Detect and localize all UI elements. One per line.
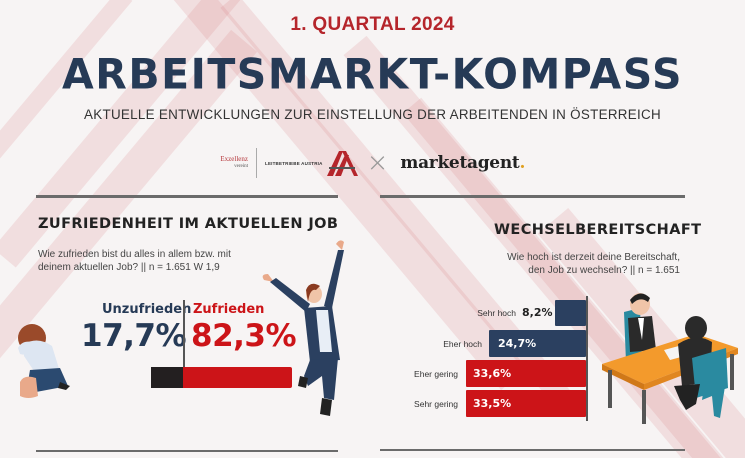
switching-question: Wie hoch ist derzeit deine Bereitschaft,… — [480, 251, 680, 277]
unsatisfied-value: 17,7% — [81, 318, 187, 354]
satisfaction-question: Wie zufrieden bist du alles in allem bzw… — [38, 248, 231, 274]
switching-question-line1: Wie hoch ist derzeit deine Bereitschaft, — [507, 252, 680, 263]
bar-value-eher-gering: 33,6% — [473, 367, 512, 380]
bar-label-eher-hoch: Eher hoch — [443, 339, 482, 349]
bar-value-sehr-hoch: 8,2% — [522, 306, 553, 319]
leitbetriebe-logo-icon — [326, 151, 358, 176]
logo-divider — [256, 148, 257, 178]
switching-question-line2: den Job zu wechseln? || n = 1.651 — [528, 265, 680, 276]
marketagent-text: marketagent — [400, 153, 520, 173]
unsatisfied-bar — [151, 367, 183, 388]
cross-icon: × — [366, 148, 389, 178]
bar-value-sehr-gering: 33,5% — [473, 397, 512, 410]
bar-label-sehr-gering: Sehr gering — [414, 399, 458, 409]
bar-value-eher-hoch: 24,7% — [498, 337, 537, 350]
divider-left-bottom — [36, 450, 338, 452]
job-interview-illustration — [602, 293, 738, 424]
marketagent-logo: marketagent. — [400, 153, 525, 173]
chart-axis — [586, 296, 588, 421]
satisfied-label: Zufrieden — [193, 302, 265, 317]
exzellenz-text: Exzellenz — [220, 155, 248, 163]
page-subtitle: AKTUELLE ENTWICKLUNGEN ZUR EINSTELLUNG D… — [84, 107, 661, 122]
divider-left-top — [36, 195, 338, 198]
quarter-label: 1. QUARTAL 2024 — [290, 14, 455, 35]
satisfaction-question-line2: deinem aktuellen Job? || n = 1.651 W 1,9 — [38, 262, 220, 273]
marketagent-dot: . — [519, 153, 526, 173]
bar-sehr-gering — [466, 390, 586, 417]
divider-right-top — [380, 195, 685, 198]
satisfied-value: 82,3% — [191, 318, 297, 354]
leitbetriebe-logo-text: LEITBETRIEBE AUSTRIA — [265, 160, 323, 166]
jumping-woman-illustration — [262, 240, 344, 416]
satisfaction-title: ZUFRIEDENHEIT IM AKTUELLEN JOB — [38, 216, 339, 232]
satisfied-bar — [183, 367, 292, 388]
satisfaction-divider — [183, 300, 185, 372]
switching-title: WECHSELBEREITSCHAFT — [494, 222, 702, 238]
divider-right-bottom — [380, 449, 685, 451]
unsatisfied-label: Unzufrieden — [102, 302, 192, 317]
satisfaction-question-line1: Wie zufrieden bist du alles in allem bzw… — [38, 249, 231, 260]
exzellenz-logo: Exzellenz vereint — [212, 155, 248, 171]
bar-label-eher-gering: Eher gering — [414, 369, 458, 379]
exzellenz-subtext: vereint — [234, 164, 248, 169]
page-title: ARBEITSMARKT-KOMPASS — [62, 49, 683, 99]
sad-person-illustration — [18, 324, 70, 398]
bar-eher-hoch — [489, 330, 586, 357]
partner-logos: Exzellenz vereint LEITBETRIEBE AUSTRIA ×… — [212, 143, 525, 183]
bar-label-sehr-hoch: Sehr hoch — [477, 308, 516, 318]
bar-sehr-hoch — [555, 300, 586, 326]
bar-eher-gering — [466, 360, 586, 387]
